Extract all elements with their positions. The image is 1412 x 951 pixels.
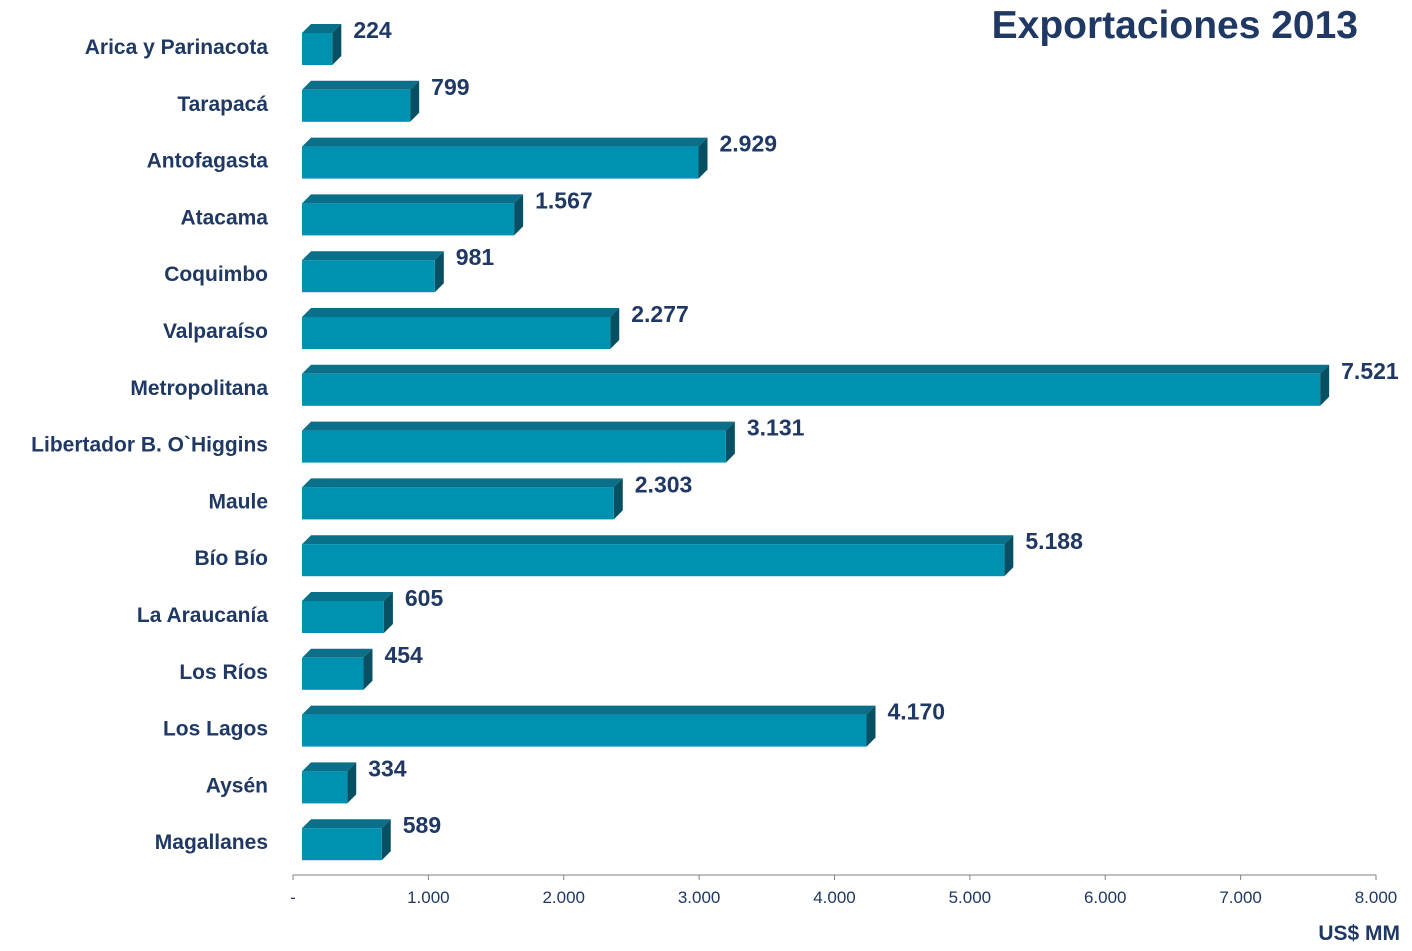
bar-top-face bbox=[302, 251, 444, 261]
bar bbox=[302, 317, 611, 349]
bar-side-face bbox=[1004, 535, 1014, 577]
bar bbox=[302, 373, 1321, 406]
bar bbox=[302, 146, 699, 179]
value-label: 1.567 bbox=[535, 187, 593, 213]
bar-top-face bbox=[302, 819, 391, 829]
category-label: Valparaíso bbox=[163, 320, 268, 343]
bar-top-face bbox=[302, 194, 524, 204]
category-label: Maule bbox=[208, 490, 268, 513]
bar-top-face bbox=[302, 705, 876, 715]
value-label: 3.131 bbox=[747, 415, 805, 441]
category-label: Libertador B. O`Higgins bbox=[31, 434, 268, 457]
bar-side-face bbox=[866, 705, 876, 747]
bar-top-face bbox=[302, 308, 620, 317]
chart-title: Exportaciones 2013 bbox=[991, 4, 1358, 47]
x-tick-label: 3.000 bbox=[678, 888, 721, 907]
category-label: Bío Bío bbox=[195, 547, 269, 570]
category-label: Los Lagos bbox=[163, 718, 268, 741]
value-label: 454 bbox=[384, 642, 423, 668]
value-label: 7.521 bbox=[1341, 358, 1399, 384]
bar-side-face bbox=[1320, 364, 1330, 406]
category-label: Los Ríos bbox=[179, 661, 268, 684]
bar-top-face bbox=[302, 648, 373, 658]
bar bbox=[302, 487, 614, 520]
bar-side-face bbox=[434, 251, 444, 293]
value-label: 2.277 bbox=[631, 301, 689, 327]
category-label: Arica y Parinacota bbox=[85, 36, 269, 59]
x-tick-label: 8.000 bbox=[1355, 888, 1398, 907]
bar-side-face bbox=[410, 80, 420, 122]
bar-top-face bbox=[302, 762, 357, 772]
x-tick-label: 6.000 bbox=[1084, 888, 1127, 907]
bar bbox=[302, 714, 867, 747]
value-label: 334 bbox=[368, 755, 407, 781]
bar-side-face bbox=[381, 819, 391, 861]
bar bbox=[302, 430, 726, 463]
bar-top-face bbox=[302, 80, 420, 90]
bar-top-face bbox=[302, 592, 393, 601]
bar-side-face bbox=[332, 24, 342, 65]
x-axis-label: US$ MM bbox=[1318, 922, 1400, 945]
value-label: 799 bbox=[431, 74, 469, 100]
value-label: 981 bbox=[456, 244, 495, 270]
bar-side-face bbox=[514, 194, 524, 236]
category-label: Atacama bbox=[180, 206, 268, 229]
bar bbox=[302, 260, 435, 293]
bar bbox=[302, 89, 411, 122]
bar bbox=[302, 203, 515, 236]
value-label: 2.929 bbox=[720, 131, 778, 157]
x-tick-label: 4.000 bbox=[813, 888, 856, 907]
category-label: Tarapacá bbox=[177, 93, 268, 116]
bar bbox=[302, 33, 333, 65]
x-tick-label: 2.000 bbox=[542, 888, 585, 907]
value-label: 224 bbox=[353, 17, 392, 43]
bar-top-face bbox=[302, 421, 735, 431]
bar-top-face bbox=[302, 364, 1330, 374]
x-tick-label: - bbox=[290, 888, 296, 907]
bar-side-face bbox=[363, 648, 373, 690]
bar-top-face bbox=[302, 137, 708, 147]
bar-side-face bbox=[698, 137, 708, 179]
value-label: 605 bbox=[405, 585, 444, 611]
bar-top-face bbox=[302, 478, 623, 488]
bar bbox=[302, 771, 348, 804]
bar-top-face bbox=[302, 535, 1014, 545]
x-tick-label: 1.000 bbox=[407, 888, 450, 907]
category-label: Coquimbo bbox=[164, 263, 268, 286]
bar-side-face bbox=[347, 762, 357, 804]
value-label: 589 bbox=[403, 812, 441, 838]
bar-side-face bbox=[610, 308, 620, 349]
value-label: 2.303 bbox=[635, 471, 693, 497]
value-label: 5.188 bbox=[1025, 528, 1083, 554]
bar bbox=[302, 544, 1005, 577]
category-label: Magallanes bbox=[155, 831, 268, 854]
category-label: La Araucanía bbox=[137, 604, 268, 627]
value-label: 4.170 bbox=[888, 699, 946, 725]
bar bbox=[302, 657, 364, 690]
bar bbox=[302, 828, 382, 861]
x-tick-label: 5.000 bbox=[949, 888, 992, 907]
bar bbox=[302, 601, 384, 633]
category-label: Aysén bbox=[206, 774, 268, 797]
x-tick-label: 7.000 bbox=[1219, 888, 1262, 907]
category-label: Antofagasta bbox=[147, 150, 269, 173]
bar-top-face bbox=[302, 24, 342, 33]
bar-side-face bbox=[725, 421, 735, 463]
bar-side-face bbox=[383, 592, 393, 633]
bar-side-face bbox=[613, 478, 623, 520]
category-label: Metropolitana bbox=[130, 377, 268, 400]
